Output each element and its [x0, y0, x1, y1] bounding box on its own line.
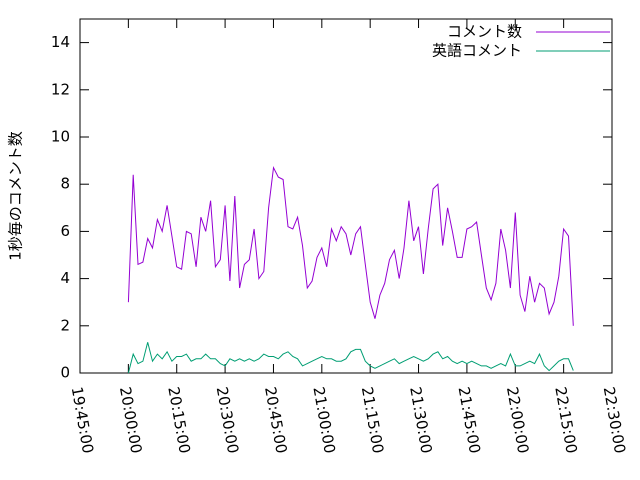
x-tick-label: 21:45:00	[455, 385, 484, 454]
x-tick-label: 22:00:00	[503, 385, 532, 454]
y-tick-label: 2	[60, 316, 70, 334]
y-tick-label: 8	[60, 175, 70, 193]
x-tick-label: 22:15:00	[551, 385, 580, 454]
y-tick-label: 14	[51, 33, 70, 51]
y-axis-label: 1秒毎のコメント数	[7, 131, 25, 261]
x-tick-label: 21:30:00	[406, 385, 435, 454]
x-tick-label: 20:15:00	[164, 385, 193, 454]
y-tick-label: 12	[51, 80, 70, 98]
x-tick-label: 21:15:00	[358, 385, 387, 454]
series-line	[127, 166, 574, 326]
x-tick-label: 19:45:00	[68, 385, 97, 454]
x-tick-label: 20:30:00	[213, 385, 242, 454]
plot-border	[79, 18, 613, 374]
y-tick-label: 4	[60, 269, 70, 287]
y-tick-label: 10	[51, 128, 70, 146]
x-tick-label: 21:00:00	[309, 385, 338, 454]
y-tick-label: 0	[60, 364, 70, 382]
x-tick-label: 20:45:00	[261, 385, 290, 454]
legend-label: コメント数	[447, 23, 522, 41]
x-tick-label: 22:30:00	[600, 385, 629, 454]
legend-label: 英語コメント	[432, 42, 522, 60]
y-tick-label: 6	[60, 222, 70, 240]
x-tick-label: 20:00:00	[116, 385, 145, 454]
series-line	[127, 342, 574, 374]
